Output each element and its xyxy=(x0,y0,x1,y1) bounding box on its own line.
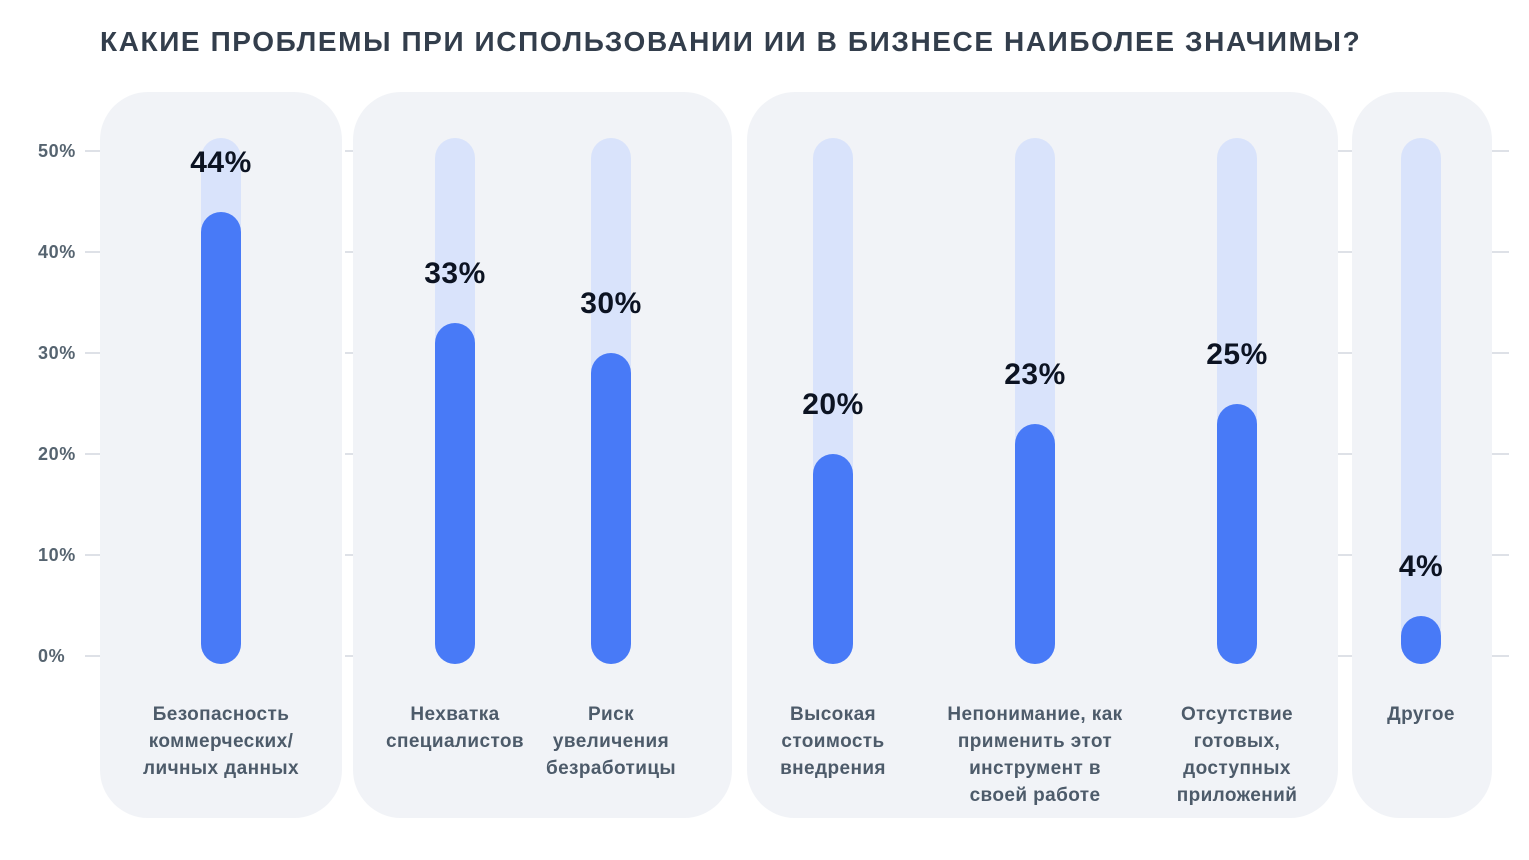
bar-category-label: Высокая стоимость внедрения xyxy=(703,701,963,782)
bar-category-label-line: Непонимание, как xyxy=(947,704,1123,725)
bar-category-label-line: Отсутствие xyxy=(1180,704,1294,725)
y-axis-tick-label: 0% xyxy=(38,646,66,666)
bar-category-label: Риск увеличения безработицы xyxy=(481,701,741,782)
bar-category-label-line: Безопасность xyxy=(152,704,290,725)
bar-category-label-line: безработицы xyxy=(545,758,677,779)
bar-category-label-line: Высокая xyxy=(789,704,877,725)
bar-category-label-line: инструмент в xyxy=(969,758,1101,779)
y-axis-tick-label: 40% xyxy=(38,242,76,262)
bar-value-label: 44% xyxy=(190,145,252,179)
bar-30-percent xyxy=(591,353,631,664)
bar-category-label: Отсутствие готовых, доступных приложений xyxy=(1107,701,1367,809)
bar-category-label-line: стоимость xyxy=(781,731,885,752)
bar-value-label: 33% xyxy=(424,256,486,290)
bar-category-label-line: доступных xyxy=(1183,758,1291,779)
y-axis-tick-label: 10% xyxy=(38,545,76,565)
bar-category-label: Непонимание, как применить этот инструмент… xyxy=(905,701,1165,809)
bar-category-label-line: коммерческих/ xyxy=(148,731,294,752)
bar-category-label: Другое xyxy=(1291,701,1529,728)
bar-category-label-line: применить этот xyxy=(957,731,1113,752)
bar-4-percent xyxy=(1401,615,1441,664)
bar-category-label-line: Нехватка xyxy=(410,704,500,725)
bar-category-label-line: своей работе xyxy=(969,785,1101,806)
bar-23-percent xyxy=(1015,423,1055,664)
bar-category-label-line: Другое xyxy=(1387,704,1455,725)
bar-25-percent xyxy=(1217,403,1257,664)
y-axis-tick-label: 30% xyxy=(38,343,76,363)
bar-category-label: Безопасность коммерческих/личных данных xyxy=(91,701,351,782)
bar-value-label: 30% xyxy=(580,287,642,320)
bar-category-label: Нехватка специалистов xyxy=(325,701,585,755)
y-axis-tick-label: 20% xyxy=(38,444,76,464)
bar-value-label: 23% xyxy=(1004,357,1066,391)
y-axis-tick-label: 50% xyxy=(38,141,76,161)
bar-category-label-line: Риск xyxy=(587,704,635,725)
bar-category-label-line: готовых, xyxy=(1193,731,1281,752)
bar-category-label-line: внедрения xyxy=(780,758,886,779)
bar-value-label: 20% xyxy=(802,388,864,421)
bar-20-percent xyxy=(813,454,853,664)
bar-value-label: 4% xyxy=(1398,549,1444,583)
bar-track xyxy=(1401,138,1441,664)
bar-44-percent xyxy=(201,211,241,664)
bar-category-label-line: специалистов xyxy=(386,731,524,752)
bar-category-label-line: приложений xyxy=(1176,785,1298,806)
bar-category-label-line: увеличения xyxy=(552,731,670,752)
chart-title: КАКИЕ ПРОБЛЕМЫ ПРИ ИСПОЛЬЗОВАНИИ ИИ В БИ… xyxy=(100,26,1362,57)
bar-33-percent xyxy=(435,322,475,664)
group-panel-2 xyxy=(353,92,732,818)
bar-value-label: 25% xyxy=(1206,337,1268,371)
bar-category-label-line: личных данных xyxy=(143,758,299,779)
